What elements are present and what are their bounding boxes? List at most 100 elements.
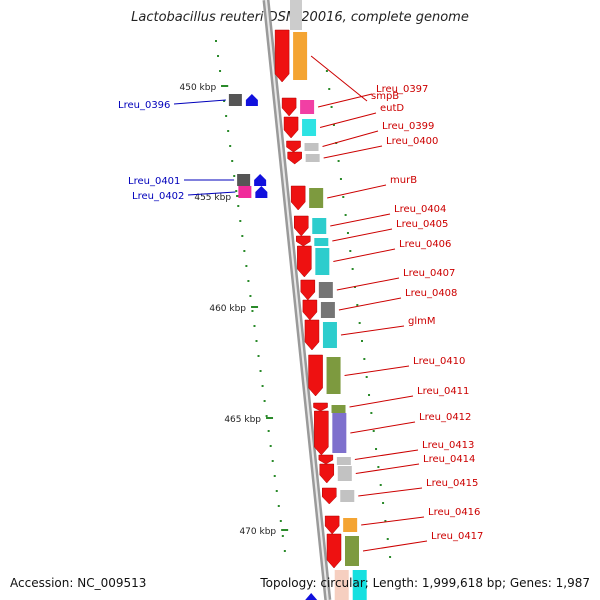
scale-dot [247, 280, 250, 282]
label-leader [322, 130, 379, 147]
cds-arrow-forward [293, 215, 309, 237]
gene-label-forward: murB [390, 175, 417, 186]
scale-dot-right [375, 448, 378, 450]
scale-dot [251, 310, 254, 312]
label-leader [336, 277, 400, 291]
scale-dot-right [363, 358, 366, 360]
cog-box [337, 466, 352, 481]
label-leader [361, 516, 425, 526]
label-leader [327, 184, 387, 199]
scale-dot [273, 475, 276, 477]
label-leader [310, 55, 368, 102]
cds-arrow-reverse-partial [305, 593, 318, 600]
cds-arrow-reverse [254, 174, 267, 186]
scale-dot [281, 535, 284, 537]
cog-box [326, 357, 341, 394]
scale-dot-right [382, 502, 385, 504]
gene-label-forward: Lreu_0415 [426, 478, 478, 489]
scale-dot [259, 370, 262, 372]
cds-arrow-forward [302, 299, 318, 321]
cog-box [336, 457, 351, 465]
cds-arrow-forward [326, 533, 342, 569]
gene-label-forward: Lreu_0399 [382, 121, 434, 132]
label-leader [355, 463, 420, 474]
label-leader [350, 421, 416, 434]
gene-label-forward: Lreu_0411 [417, 386, 469, 397]
cds-arrow-forward [274, 29, 290, 83]
scale-dot [263, 400, 266, 402]
scale-dot-right [342, 196, 345, 198]
scale-dot-right [389, 556, 392, 558]
scale-dot [267, 430, 270, 432]
gene-label-forward: Lreu_0397 [376, 84, 428, 95]
gene-label-forward: glmM [408, 316, 436, 327]
label-leader [317, 93, 373, 108]
scale-dot [243, 250, 246, 252]
scale-dot-right [372, 430, 375, 432]
cog-box [312, 218, 327, 234]
cds-arrow-reverse [245, 94, 258, 106]
label-leader [358, 487, 423, 497]
cds-arrow-forward [304, 319, 320, 351]
scale-dot [245, 265, 248, 267]
gene-label-forward: Lreu_0406 [399, 239, 451, 250]
gene-label-forward: smpB [371, 91, 399, 102]
scale-dot [225, 115, 228, 117]
scale-dot [275, 490, 278, 492]
scale-dot [239, 220, 242, 222]
scale-dot [227, 130, 230, 132]
scale-dot-right [370, 412, 373, 414]
label-leader [332, 228, 393, 242]
scale-dot [255, 340, 258, 342]
label-leader [340, 325, 405, 336]
cds-arrow-forward [296, 235, 311, 247]
scale-dot [257, 355, 260, 357]
scale-dot-right [332, 124, 335, 126]
cds-arrow-forward [290, 185, 306, 211]
scale-dot-right [377, 466, 380, 468]
scale-dot [217, 55, 220, 57]
cog-box [300, 100, 315, 114]
gene-label-forward: Lreu_0417 [431, 531, 483, 542]
cog-box [293, 32, 308, 80]
cog-box-reverse [238, 186, 252, 198]
scale-dot [283, 550, 286, 552]
gene-label-reverse: Lreu_0396 [118, 100, 170, 111]
cds-arrow-forward [314, 410, 329, 456]
scale-dot [237, 205, 240, 207]
scale-dot [233, 175, 236, 177]
cog-box [322, 322, 337, 348]
cds-arrow-forward [286, 140, 301, 153]
kbp-tick-label: 470 kbp [239, 527, 276, 537]
cog-box [314, 238, 329, 246]
backbone-highlight [265, 0, 329, 600]
scale-dot-right [379, 484, 382, 486]
partial-gene-box [334, 570, 349, 600]
label-leader [333, 248, 396, 262]
scale-dot [271, 460, 274, 462]
cog-box [304, 143, 319, 151]
cog-box [305, 154, 320, 162]
cog-box [302, 119, 317, 136]
label-leader-reverse [187, 191, 236, 196]
scale-dot-right [330, 106, 333, 108]
scale-dot-right [356, 304, 359, 306]
cog-box [343, 518, 358, 532]
cds-arrow-forward [308, 354, 323, 397]
cds-arrow-forward [287, 151, 302, 165]
scale-dot [219, 70, 222, 72]
cds-arrow-forward [283, 116, 299, 139]
cog-box-reverse [237, 174, 251, 186]
scale-dot [265, 415, 268, 417]
scale-dot-right [339, 178, 342, 180]
scale-dot [235, 190, 238, 192]
scale-dot [229, 145, 232, 147]
gene-label-forward: eutD [380, 103, 404, 114]
scale-dot-right [365, 376, 368, 378]
cds-arrow-forward [322, 487, 337, 505]
scale-dot-right [386, 538, 389, 540]
cog-box [332, 413, 347, 453]
label-leader [354, 449, 419, 460]
cds-arrow-forward [313, 402, 328, 412]
